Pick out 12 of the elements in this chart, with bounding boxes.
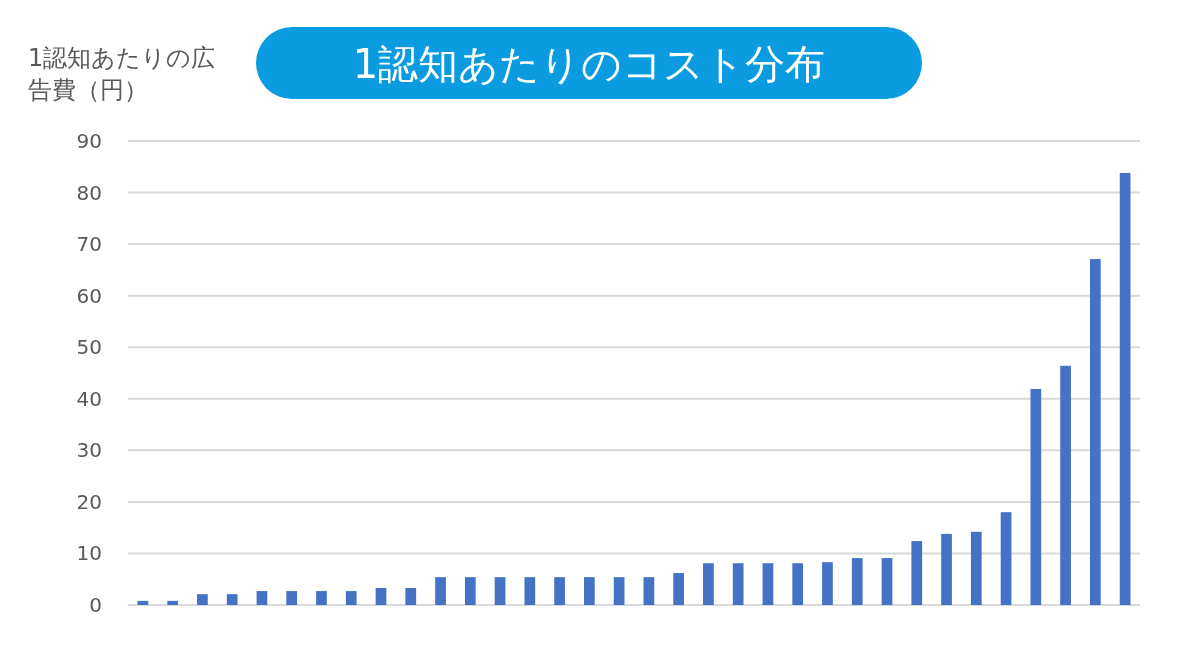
y-tick-label: 60 [76, 283, 102, 308]
y-axis-title: 1認知あたりの広告費（円） [28, 44, 216, 104]
y-tick-label: 20 [76, 489, 102, 514]
y-tick-label: 50 [76, 335, 102, 360]
y-tick-label: 70 [76, 232, 102, 257]
y-tick-label: 90 [76, 129, 102, 153]
y-tick-label: 40 [76, 386, 102, 411]
y-tick-label: 30 [76, 438, 102, 463]
y-tick-label: 0 [89, 593, 102, 617]
chart-title: 1認知あたりのコスト分布 [352, 41, 826, 87]
y-tick-label: 10 [76, 541, 102, 566]
y-tick-label: 80 [76, 180, 102, 205]
